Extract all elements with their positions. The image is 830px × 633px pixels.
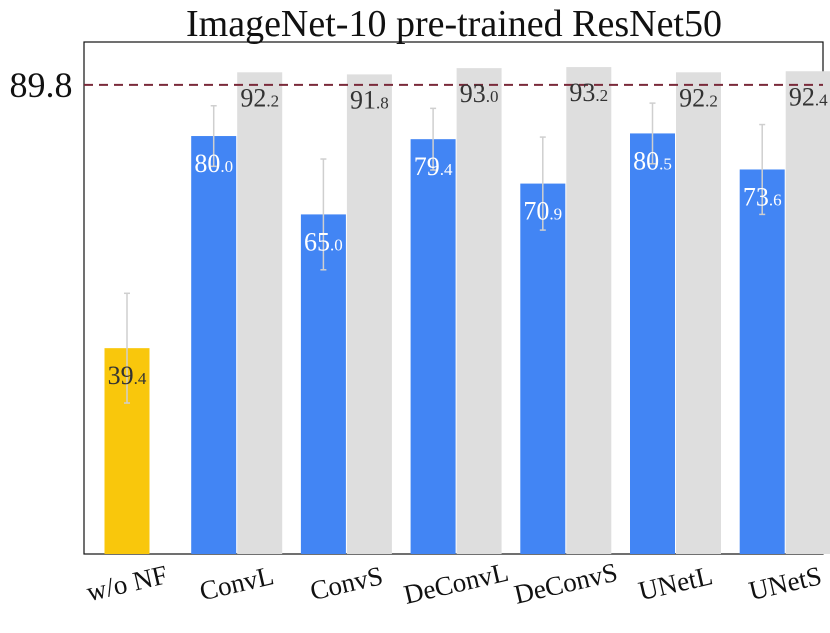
bar-convl	[191, 136, 237, 554]
bar-baseline-deconvs	[566, 67, 612, 555]
value-label: 80.0	[194, 149, 233, 178]
category-tick-label: w/o NF	[84, 559, 170, 607]
category-tick-label: DeConvL	[401, 557, 512, 610]
reference-line-layer: 89.8	[10, 65, 823, 105]
bar-unets	[739, 169, 785, 555]
value-label: 80.5	[633, 146, 672, 175]
bars-layer	[104, 67, 830, 555]
bar-baseline-unetl	[676, 72, 721, 555]
category-tick-label: UNetL	[636, 560, 716, 606]
bar-baseline-convl	[237, 72, 283, 555]
bar-convs	[300, 214, 346, 555]
bar-baseline-convs	[346, 74, 392, 554]
bar-deconvs	[520, 183, 566, 554]
value-label: 65.0	[304, 227, 343, 256]
value-label-baseline: 92.2	[679, 83, 718, 112]
error-bar	[210, 104, 217, 168]
error-bar	[124, 292, 130, 404]
bar-unetl	[630, 133, 675, 554]
value-label: 79.4	[414, 152, 453, 181]
value-label: 39.4	[108, 361, 147, 390]
value-label-baseline: 92.4	[789, 82, 828, 111]
error-bar	[430, 107, 437, 171]
value-label-baseline: 93.0	[460, 79, 499, 108]
value-label-baseline: 92.2	[240, 83, 279, 112]
bar-baseline-unets	[785, 71, 830, 554]
bar-deconvl	[410, 139, 456, 554]
category-tick-label: DeConvS	[511, 557, 620, 610]
value-label-baseline: 93.2	[569, 78, 608, 107]
error-bar	[539, 136, 546, 231]
value-label: 70.9	[523, 197, 562, 226]
category-tick-label: ConvS	[307, 560, 385, 606]
value-label-baseline: 91.8	[350, 85, 389, 114]
chart-title: ImageNet-10 pre-trained ResNet50	[186, 3, 722, 45]
reference-value-label: 89.8	[10, 65, 73, 105]
category-tick-label: ConvL	[197, 560, 277, 606]
category-tick-label: UNetS	[746, 560, 824, 606]
value-label: 73.6	[743, 182, 782, 211]
error-bar	[649, 102, 656, 165]
error-bar	[320, 158, 327, 271]
error-bar	[759, 123, 766, 216]
bar-baseline-deconvl	[456, 68, 502, 555]
